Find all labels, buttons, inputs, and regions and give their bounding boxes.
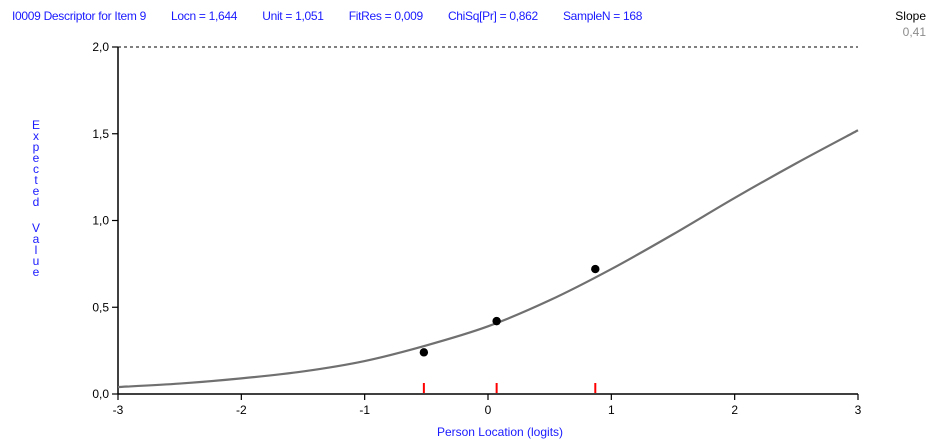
x-tick-label: 0 — [485, 403, 492, 417]
observed-point — [419, 348, 429, 357]
chi-square-stat: ChiSq[Pr] = 0,862 — [447, 9, 538, 23]
y-axis-label-char: u — [32, 254, 40, 268]
chart-header: I0009 Descriptor for Item 9 Locn = 1,644… — [12, 9, 664, 29]
x-axis-label: Person Location (logits) — [437, 425, 563, 439]
unit-stat: Unit = 1,051 — [262, 9, 324, 23]
fit-residual-stat: FitRes = 0,009 — [348, 9, 423, 23]
y-tick-label: 1,5 — [92, 127, 109, 141]
x-tick-label: 2 — [731, 403, 738, 417]
x-tick-label: -1 — [359, 403, 370, 417]
y-axis-label-char: e — [32, 151, 40, 165]
slope-title: Slope — [895, 9, 926, 23]
y-axis-label-char: l — [34, 243, 38, 257]
x-tick-label: 3 — [855, 403, 862, 417]
slope-panel: Slope 0,41 — [895, 9, 926, 39]
y-axis-label-char: e — [32, 265, 40, 279]
y-axis-label-char: x — [33, 129, 39, 143]
item-descriptor: I0009 Descriptor for Item 9 — [12, 9, 146, 23]
slope-value: 0,41 — [902, 25, 926, 39]
sample-size-stat: SampleN = 168 — [562, 9, 643, 23]
y-tick-label: 0,0 — [92, 387, 109, 401]
y-axis-label-char: d — [32, 195, 40, 209]
y-axis-label-char: e — [32, 184, 40, 198]
x-tick-label: 1 — [608, 403, 615, 417]
y-axis-label-char: t — [34, 173, 38, 187]
y-tick-label: 1,0 — [92, 214, 109, 228]
y-axis-label-char: a — [32, 232, 40, 246]
observed-point — [492, 316, 501, 326]
y-tick-label: 2,0 — [92, 40, 109, 54]
y-axis-label-char: c — [33, 162, 39, 176]
x-tick-label: -3 — [113, 403, 124, 417]
y-axis-label-char: V — [31, 221, 40, 235]
location-stat: Locn = 1,644 — [171, 9, 238, 23]
expected-value-curve — [117, 129, 859, 389]
y-axis-label-char: E — [31, 118, 40, 132]
x-tick-label: -2 — [236, 403, 247, 417]
y-axis-label-char: p — [32, 140, 40, 154]
observed-point — [591, 264, 600, 274]
y-tick-label: 0,5 — [92, 300, 109, 314]
